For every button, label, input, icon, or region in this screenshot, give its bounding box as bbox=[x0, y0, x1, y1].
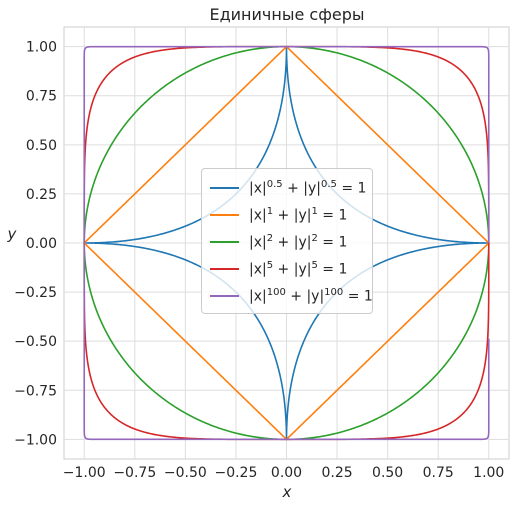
y-tick-label: 0.00 bbox=[26, 236, 57, 252]
x-axis-label: x bbox=[282, 483, 292, 501]
legend-entry: |x|1 + |y|1 = 1 bbox=[210, 201, 364, 228]
legend-swatch bbox=[210, 240, 239, 243]
legend-swatch bbox=[210, 294, 239, 297]
x-tick-label: 0.50 bbox=[372, 465, 403, 481]
legend-label: |x|1 + |y|1 = 1 bbox=[249, 205, 348, 224]
x-tick-label: −1.00 bbox=[63, 465, 106, 481]
y-tick-label: 0.25 bbox=[26, 187, 57, 203]
y-tick-label: −1.00 bbox=[14, 432, 57, 448]
x-tick-label: −0.25 bbox=[214, 465, 257, 481]
chart-title: Единичные сферы bbox=[209, 5, 364, 24]
legend-entry: |x|5 + |y|5 = 1 bbox=[210, 255, 364, 282]
y-tick-label: 0.50 bbox=[26, 138, 57, 154]
legend-label: |x|0.5 + |y|0.5 = 1 bbox=[249, 178, 367, 197]
legend-swatch bbox=[210, 213, 239, 216]
legend: |x|0.5 + |y|0.5 = 1 |x|1 + |y|1 = 1 |x|2 +… bbox=[201, 168, 373, 314]
x-ticks: −1.00 −0.75 −0.50 −0.25 0.00 0.25 0.50 0.75 1.00 bbox=[63, 465, 505, 481]
y-ticks: −1.00 −0.75 −0.50 −0.25 0.00 0.25 0.50 0.75 1.00 bbox=[14, 40, 57, 449]
x-tick-label: 0.75 bbox=[423, 465, 454, 481]
y-tick-label: −0.50 bbox=[14, 334, 57, 350]
y-axis-label: y bbox=[7, 225, 18, 243]
x-tick-label: 0.00 bbox=[271, 465, 302, 481]
x-tick-label: 1.00 bbox=[473, 465, 504, 481]
y-tick-label: 0.75 bbox=[26, 89, 57, 105]
y-tick-label: 1.00 bbox=[26, 40, 57, 56]
y-tick-label: −0.25 bbox=[14, 285, 57, 301]
x-tick-label: −0.50 bbox=[164, 465, 207, 481]
legend-entry: |x|100 + |y|100 = 1 bbox=[210, 282, 373, 309]
legend-swatch bbox=[210, 267, 239, 270]
legend-label: |x|5 + |y|5 = 1 bbox=[249, 259, 348, 278]
legend-entry: |x|2 + |y|2 = 1 bbox=[210, 228, 364, 255]
legend-entry: |x|0.5 + |y|0.5 = 1 bbox=[210, 174, 367, 201]
curves bbox=[83, 45, 490, 441]
legend-label: |x|2 + |y|2 = 1 bbox=[249, 232, 348, 251]
x-tick-label: 0.25 bbox=[321, 465, 352, 481]
series-line-p100 bbox=[83, 45, 490, 441]
legend-swatch bbox=[210, 186, 239, 189]
legend-label: |x|100 + |y|100 = 1 bbox=[249, 286, 373, 305]
x-tick-label: −0.75 bbox=[113, 465, 156, 481]
y-tick-label: −0.75 bbox=[14, 383, 57, 399]
